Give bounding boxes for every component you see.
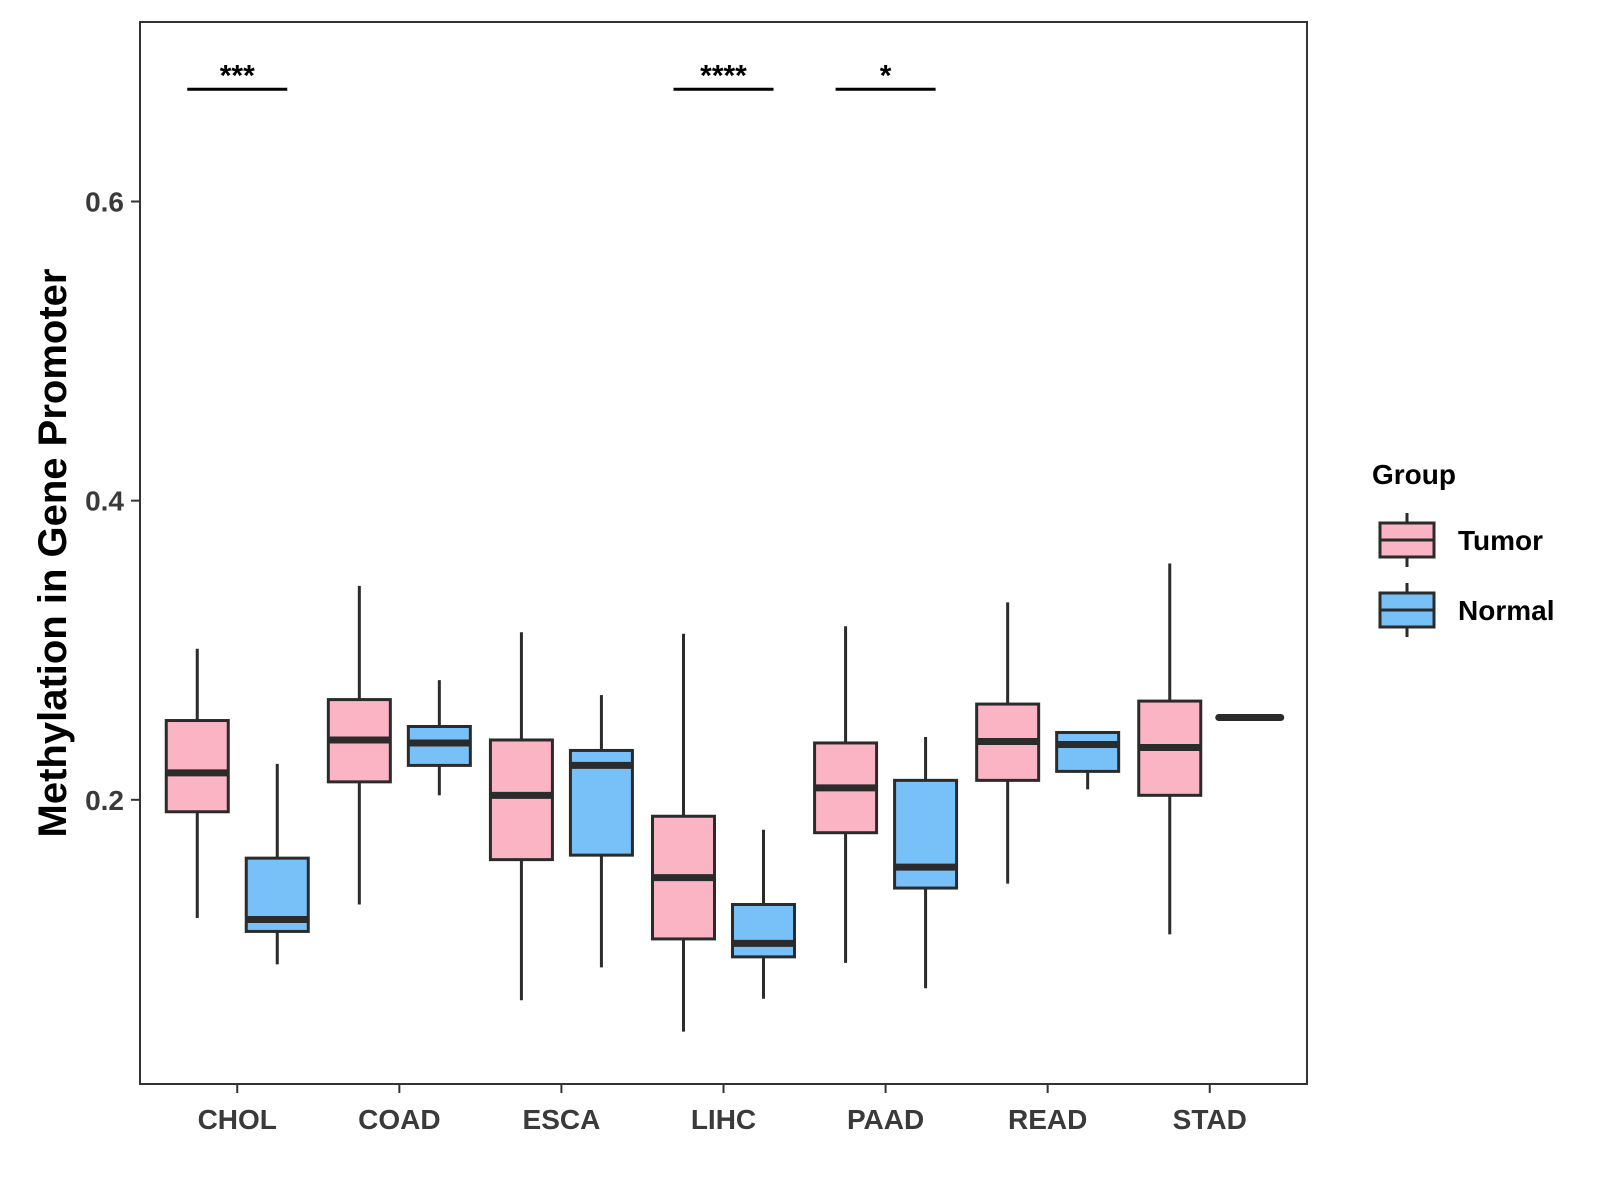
box-normal-coad	[406, 680, 472, 796]
box-body	[893, 778, 959, 890]
box-normal-chol	[244, 763, 310, 965]
legend: Group Tumor Normal	[1372, 459, 1554, 637]
significance-label: *	[880, 59, 892, 92]
panel-border	[139, 21, 1308, 1085]
x-tick-label: ESCA	[523, 1104, 601, 1135]
significance-label: ****	[700, 59, 747, 92]
box-body	[164, 719, 230, 814]
box-normal-read	[1055, 730, 1121, 790]
box-tumor-paad	[813, 626, 879, 963]
x-tick-label: READ	[1008, 1104, 1087, 1135]
legend-item-normal: Normal	[1378, 583, 1554, 637]
box-body	[1055, 730, 1121, 773]
x-tick-label: STAD	[1173, 1104, 1247, 1135]
box-normal-lihc	[731, 829, 796, 999]
box-tumor-coad	[326, 585, 392, 905]
axes: 0.2 0.4 0.6 CHOL COAD ESCA LIHC PAAD READ STAD	[85, 21, 1308, 1135]
x-tick-label: LIHC	[691, 1104, 756, 1135]
box-tumor-lihc	[651, 633, 716, 1032]
y-tick-label: 0.2	[85, 785, 124, 816]
box-tumor-esca	[488, 632, 554, 1001]
box-body	[731, 903, 796, 959]
y-tick-label: 0.4	[85, 486, 124, 517]
legend-label: Tumor	[1458, 525, 1543, 556]
box-tumor-stad	[1137, 563, 1203, 935]
legend-title: Group	[1372, 459, 1456, 490]
box-body	[488, 738, 554, 862]
legend-item-tumor: Tumor	[1378, 513, 1543, 567]
box-normal-esca	[568, 695, 634, 968]
plot-area: *** **** *	[164, 59, 1285, 1032]
box-tumor-chol	[164, 648, 230, 918]
legend-label: Normal	[1458, 595, 1554, 626]
significance-label: ***	[220, 59, 255, 92]
x-tick-label: COAD	[358, 1104, 440, 1135]
x-tick-label: PAAD	[847, 1104, 924, 1135]
y-tick-label: 0.6	[85, 186, 124, 217]
x-tick-label: CHOL	[198, 1104, 277, 1135]
box-normal-paad	[893, 736, 959, 989]
box-tumor-read	[975, 602, 1041, 884]
y-axis-title: Methylation in Gene Promoter	[31, 269, 75, 838]
